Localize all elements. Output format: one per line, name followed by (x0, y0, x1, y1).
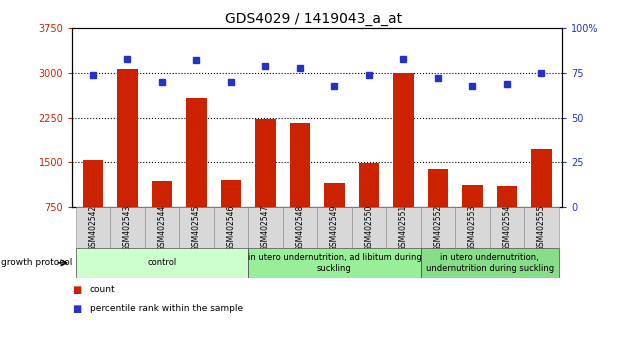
Text: ■: ■ (72, 304, 82, 314)
Text: GSM402553: GSM402553 (468, 204, 477, 251)
Bar (531, 149, 552, 252)
Bar (283, 207, 317, 248)
Bar (386, 207, 421, 248)
Bar (290, 123, 310, 252)
Bar (317, 207, 352, 248)
Bar (248, 207, 283, 248)
Text: GSM402555: GSM402555 (537, 204, 546, 251)
Bar (151, 182, 172, 252)
Bar (462, 185, 483, 252)
Text: percentile rank within the sample: percentile rank within the sample (90, 304, 243, 313)
Bar (352, 207, 386, 248)
Bar (421, 248, 559, 278)
Bar (179, 207, 214, 248)
Bar (214, 207, 248, 248)
Bar (144, 207, 179, 248)
Text: GSM402551: GSM402551 (399, 204, 408, 251)
Bar (324, 183, 345, 252)
Text: GSM402552: GSM402552 (433, 204, 442, 251)
Bar (248, 248, 421, 278)
Text: in utero undernutrition,
undernutrition during suckling: in utero undernutrition, undernutrition … (426, 253, 554, 273)
Bar (428, 169, 448, 252)
Text: GSM402550: GSM402550 (364, 204, 374, 251)
Text: GSM402542: GSM402542 (89, 204, 97, 251)
Text: GSM402544: GSM402544 (158, 204, 166, 251)
Text: growth protocol: growth protocol (1, 258, 73, 267)
Bar (524, 207, 559, 248)
Bar (186, 98, 207, 252)
Text: count: count (90, 285, 116, 294)
Bar (220, 180, 241, 252)
Bar (75, 248, 248, 278)
Text: GSM402554: GSM402554 (502, 204, 511, 251)
Text: GSM402547: GSM402547 (261, 204, 270, 251)
Bar (110, 207, 144, 248)
Text: GSM402545: GSM402545 (192, 204, 201, 251)
Text: GSM402546: GSM402546 (227, 204, 236, 251)
Text: ■: ■ (72, 285, 82, 295)
Text: control: control (148, 258, 176, 267)
Text: in utero undernutrition, ad libitum during
suckling: in utero undernutrition, ad libitum duri… (247, 253, 421, 273)
Bar (82, 160, 103, 252)
Bar (117, 69, 138, 252)
Bar (490, 207, 524, 248)
Bar (421, 207, 455, 248)
Bar (497, 186, 517, 252)
Bar (359, 163, 379, 252)
Bar (255, 119, 276, 252)
Bar (393, 73, 414, 252)
Text: GSM402549: GSM402549 (330, 204, 339, 251)
Bar (75, 207, 110, 248)
Text: GSM402543: GSM402543 (123, 204, 132, 251)
Bar (455, 207, 490, 248)
Text: GSM402548: GSM402548 (295, 204, 305, 251)
Text: GDS4029 / 1419043_a_at: GDS4029 / 1419043_a_at (225, 12, 403, 27)
